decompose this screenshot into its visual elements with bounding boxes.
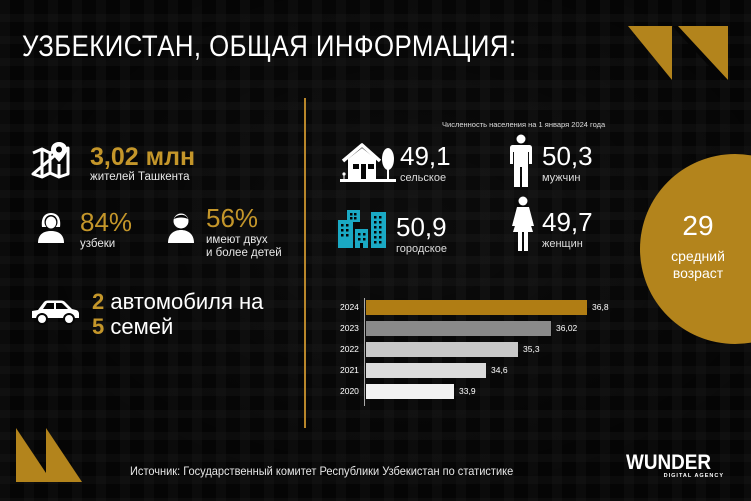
urban-population-value: 50,9 <box>396 212 447 242</box>
children-percent-label-line2: и более детей <box>206 247 282 259</box>
map-pin-icon <box>31 142 70 179</box>
bar-year-label: 2022 <box>340 344 359 354</box>
car-icon <box>32 300 79 325</box>
logo-wordmark: WUNDER <box>626 451 712 474</box>
chart-bar-row: 2024 36,8 <box>340 298 609 316</box>
men-percent-label: мужчин <box>542 172 581 184</box>
bar-value-label: 34,6 <box>491 365 508 375</box>
vertical-divider <box>304 98 306 428</box>
house-icon <box>340 143 396 182</box>
cars-per-family-line1: 2 автомобиля на <box>92 289 263 315</box>
women-percent-value: 49,7 <box>542 207 593 237</box>
chart-axis <box>364 298 365 406</box>
families-text: семей <box>104 314 174 339</box>
uzbeks-percent-label: узбеки <box>80 238 116 250</box>
cars-text: автомобиля на <box>104 289 264 314</box>
rural-population-value: 49,1 <box>400 141 451 171</box>
tashkent-population-value: 3,02 млн <box>90 143 196 171</box>
woman-icon <box>512 196 534 251</box>
bar-2023 <box>366 320 551 336</box>
families-count: 5 <box>92 314 105 339</box>
page-title: УЗБЕКИСТАН, ОБЩАЯ ИНФОРМАЦИЯ: <box>22 30 517 63</box>
bar-2020 <box>366 383 454 399</box>
man-icon <box>510 134 532 187</box>
median-age-label: средний возраст <box>648 248 748 282</box>
tashkent-population-label: жителей Ташкента <box>90 171 190 183</box>
population-caption: Численность населения на 1 января 2024 г… <box>442 120 606 129</box>
wunder-logo: WUNDER DIGITAL AGENCY <box>626 451 724 479</box>
bar-2022 <box>366 341 518 357</box>
decorative-triangles-top-icon <box>628 26 728 80</box>
median-age-bar-chart: 2024 36,8 2023 36,02 2022 35,3 2021 34,6… <box>340 296 620 406</box>
bar-2021 <box>366 362 486 378</box>
men-percent-value: 50,3 <box>542 141 593 171</box>
women-percent-label: женщин <box>542 238 583 250</box>
decorative-triangles-bottom-icon <box>16 428 82 482</box>
urban-population-label: городское <box>396 243 447 255</box>
bar-year-label: 2021 <box>340 365 359 375</box>
city-icon <box>338 210 386 248</box>
bar-value-label: 35,3 <box>523 344 540 354</box>
bar-value-label: 36,8 <box>592 302 609 312</box>
bar-year-label: 2024 <box>340 302 359 312</box>
children-percent-label-line1: имеют двух <box>206 234 268 246</box>
median-age-value: 29 <box>682 210 714 241</box>
bar-year-label: 2020 <box>340 386 359 396</box>
chart-bar-row: 2022 35,3 <box>340 340 540 358</box>
children-percent-value: 56% <box>206 203 259 233</box>
man-avatar-icon <box>168 213 194 243</box>
bar-2024 <box>366 299 587 315</box>
chart-bar-row: 2021 34,6 <box>340 361 508 379</box>
bar-value-label: 33,9 <box>459 386 476 396</box>
bar-year-label: 2023 <box>340 323 359 333</box>
rural-population-label: сельское <box>400 172 447 184</box>
median-age-label-line2: возраст <box>672 265 724 281</box>
chart-bar-row: 2020 33,9 <box>340 382 476 400</box>
source-caption: Источник: Государственный комитет Респуб… <box>130 464 514 478</box>
woman-avatar-icon <box>38 213 64 243</box>
logo-tagline: DIGITAL AGENCY <box>663 473 724 479</box>
bar-value-label: 36,02 <box>556 323 578 333</box>
cars-count: 2 <box>92 289 105 314</box>
median-age-label-line1: средний <box>671 248 725 264</box>
cars-per-family-line2: 5 семей <box>92 314 173 340</box>
uzbeks-percent-value: 84% <box>80 207 133 237</box>
chart-bar-row: 2023 36,02 <box>340 319 577 337</box>
